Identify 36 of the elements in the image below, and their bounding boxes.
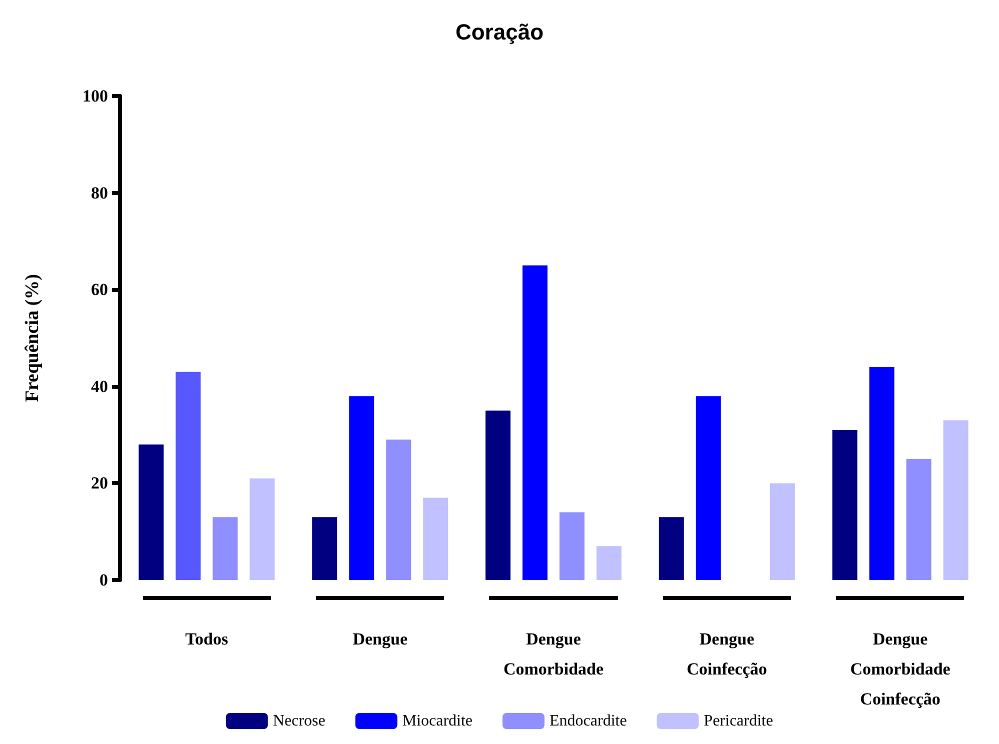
x-tick-label: Todos (185, 630, 229, 648)
bar (906, 459, 932, 580)
bar (770, 483, 795, 580)
bar (596, 546, 622, 580)
x-tick-label: Dengue Comorbidade Coinfecção (850, 630, 951, 708)
bar (560, 512, 584, 580)
bar (212, 517, 238, 580)
x-tick-label: Dengue (352, 630, 408, 648)
bar (658, 517, 684, 580)
bar (176, 372, 201, 580)
bar (522, 265, 548, 580)
x-tick-label: Dengue Comorbidade (503, 630, 604, 678)
chart-title: Coração (455, 20, 544, 44)
y-tick-label: 0 (100, 570, 108, 590)
bar (250, 478, 275, 580)
y-tick-label: 80 (91, 183, 108, 202)
bar (386, 440, 412, 580)
bar (696, 396, 721, 580)
bar (312, 517, 338, 580)
x-tick-label: Dengue Coinfecção (686, 630, 768, 678)
y-tick-label: 100 (82, 86, 108, 106)
legend-label: Pericardite (704, 712, 774, 730)
bar (832, 430, 858, 580)
bar (138, 444, 164, 580)
bar (349, 396, 374, 580)
legend-label: Endocardite (550, 712, 627, 730)
y-tick-label: 60 (91, 280, 108, 300)
legend-label: Miocardite (402, 712, 473, 730)
bar (423, 498, 448, 580)
y-tick-label: 20 (91, 474, 108, 493)
bar (486, 410, 510, 580)
bar (943, 420, 968, 580)
legend-label: Necrose (272, 712, 326, 730)
y-axis-title: Frequência (%) (22, 274, 43, 402)
y-tick-label: 40 (91, 376, 108, 396)
bar (869, 367, 894, 580)
